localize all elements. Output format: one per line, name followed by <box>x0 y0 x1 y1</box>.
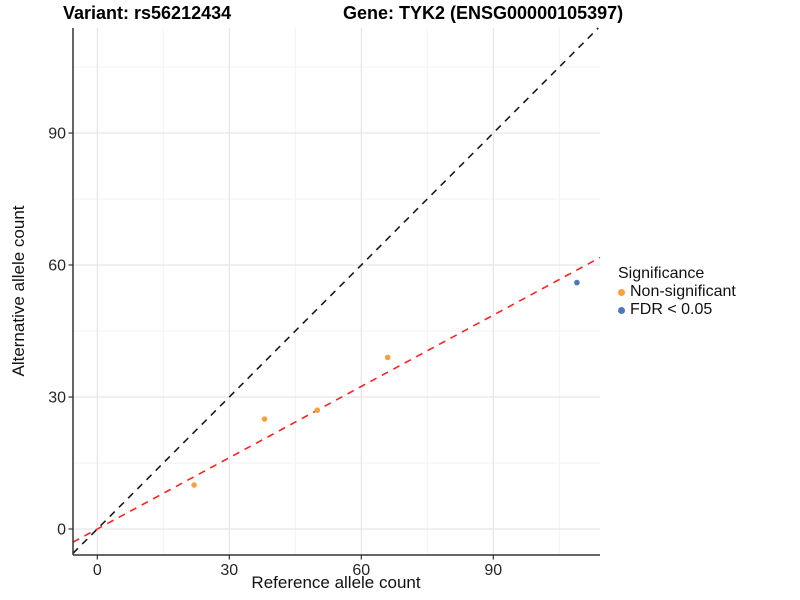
y-axis-title: Alternative allele count <box>9 205 28 377</box>
x-tick-label: 60 <box>352 562 370 579</box>
variant-title: Variant: rs56212434 <box>63 3 232 23</box>
data-point <box>384 354 391 361</box>
legend-item-non-significant: Non-significant <box>618 283 736 301</box>
x-tick-label: 0 <box>93 562 102 579</box>
data-point <box>191 482 197 488</box>
data-point <box>574 279 580 286</box>
fit-line <box>72 256 601 543</box>
y-tick-label: 60 <box>48 258 66 275</box>
legend-item-label: Non-significant <box>630 283 736 300</box>
fdr-dot-icon <box>618 306 625 314</box>
y-tick-label: 30 <box>48 390 66 407</box>
legend-title: Significance <box>618 265 705 282</box>
x-axis-title: Reference allele count <box>251 573 421 592</box>
y-tick-label: 0 <box>57 522 66 539</box>
identity-line <box>72 27 599 554</box>
data-point <box>314 407 321 414</box>
non-significant-dot-icon <box>618 288 625 296</box>
y-tick-label: 90 <box>48 126 66 143</box>
x-tick-label: 30 <box>220 562 238 579</box>
gene-title: Gene: TYK2 (ENSG00000105397) <box>343 3 624 23</box>
legend-item-label: FDR < 0.05 <box>630 301 713 318</box>
data-point <box>261 416 268 422</box>
x-tick-label: 90 <box>484 562 502 579</box>
legend: Significance Non-significant FDR < 0.05 <box>618 265 736 319</box>
legend-item-fdr: FDR < 0.05 <box>618 301 736 319</box>
